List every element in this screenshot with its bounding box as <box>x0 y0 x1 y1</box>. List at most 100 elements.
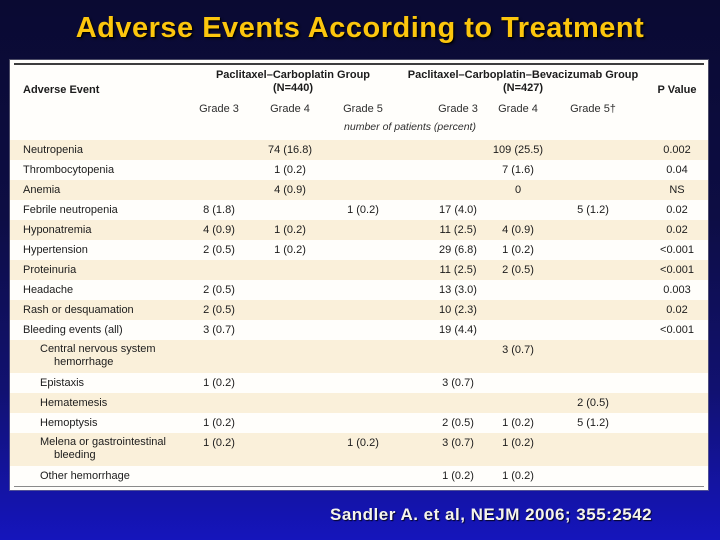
table-row: Hypertension 2 (0.5) 1 (0.2) 29 (6.8) 1 (0.2… <box>10 240 708 260</box>
p-value-cell: 0.002 <box>663 144 691 156</box>
table-row: Other hemorrhage 1 (0.2) 1 (0.2) <box>10 466 708 486</box>
row-label: Thrombocytopenia <box>23 164 115 176</box>
value-cell: 8 (1.8) <box>203 204 235 216</box>
group2-name: Paclitaxel–Carboplatin–Bevacizumab Group <box>407 69 639 81</box>
grade-header: Grade 5 <box>343 103 383 115</box>
value-cell: 4 (0.9) <box>274 184 306 196</box>
table-row: Anemia 4 (0.9) 0 NS <box>10 180 708 200</box>
table-row: Bleeding events (all) 3 (0.7) 19 (4.4) <0.0… <box>10 320 708 340</box>
table-row: Neutropenia 74 (16.8) 109 (25.5) 0.002 <box>10 140 708 160</box>
row-label: Anemia <box>23 184 61 196</box>
table-row: Central nervous system hemorrhage 3 (0.7) <box>10 340 708 373</box>
value-cell: 1 (0.2) <box>347 437 379 449</box>
p-value-cell: NS <box>669 184 685 196</box>
table-row: Thrombocytopenia 1 (0.2) 7 (1.6) 0.04 <box>10 160 708 180</box>
grade-header: Grade 4 <box>270 103 310 115</box>
value-cell: 5 (1.2) <box>577 204 609 216</box>
p-value-cell: 0.003 <box>663 284 691 296</box>
row-label: Other hemorrhage <box>40 470 130 482</box>
group1-n: (N=440) <box>272 82 314 94</box>
table-row: Proteinuria 11 (2.5) 2 (0.5) <0.001 <box>10 260 708 280</box>
value-cell: 17 (4.0) <box>439 204 477 216</box>
grade-header: Grade 3 <box>199 103 239 115</box>
group-header-paclitaxel-carboplatin: Paclitaxel–Carboplatin Group (N=440) <box>173 69 413 95</box>
value-cell: 2 (0.5) <box>203 304 235 316</box>
table-row: Hemoptysis 1 (0.2) 2 (0.5) 1 (0.2) 5 (1.2) <box>10 413 708 433</box>
value-cell: 11 (2.5) <box>439 264 477 276</box>
table-rows: Neutropenia 74 (16.8) 109 (25.5) 0.002 Throm… <box>10 140 708 486</box>
value-cell: 109 (25.5) <box>492 144 544 156</box>
value-cell: 19 (4.4) <box>439 324 477 336</box>
table-top-rule <box>14 63 704 65</box>
table-header: Adverse Event Paclitaxel–Carboplatin Gro… <box>10 60 708 140</box>
p-value-cell: <0.001 <box>660 324 694 336</box>
value-cell: 11 (2.5) <box>439 224 477 236</box>
row-label: Hematemesis <box>40 397 108 409</box>
p-value-cell: 0.04 <box>666 164 688 176</box>
value-cell: 1 (0.2) <box>347 204 379 216</box>
citation: Sandler A. et al, NEJM 2006; 355:2542 <box>330 505 653 524</box>
value-cell: 10 (2.3) <box>439 304 477 316</box>
table-row: Melena or gastrointestinal bleeding 1 (0.… <box>10 433 708 466</box>
group-header-paclitaxel-carboplatin-bevacizumab: Paclitaxel–Carboplatin–Bevacizumab Group… <box>373 69 673 95</box>
value-cell: 1 (0.2) <box>274 164 306 176</box>
row-label: Epistaxis <box>40 377 85 389</box>
row-label: Proteinuria <box>23 264 77 276</box>
value-cell: 3 (0.7) <box>502 344 534 356</box>
row-label: Bleeding events (all) <box>23 324 123 336</box>
grade-header: Grade 4 <box>498 103 538 115</box>
row-label: Hemoptysis <box>40 417 98 429</box>
table-row: Rash or desquamation 2 (0.5) 10 (2.3) 0.02 <box>10 300 708 320</box>
value-cell: 1 (0.2) <box>203 437 235 449</box>
adverse-event-column-header: Adverse Event <box>23 84 100 96</box>
value-cell: 2 (0.5) <box>502 264 534 276</box>
value-cell: 3 (0.7) <box>442 437 474 449</box>
table-row: Epistaxis 1 (0.2) 3 (0.7) <box>10 373 708 393</box>
value-cell: 4 (0.9) <box>502 224 534 236</box>
adverse-events-table: Adverse Event Paclitaxel–Carboplatin Gro… <box>10 60 708 490</box>
value-cell: 1 (0.2) <box>274 224 306 236</box>
row-label: Rash or desquamation <box>23 304 134 316</box>
value-cell: 4 (0.9) <box>203 224 235 236</box>
p-value-cell: 0.02 <box>666 224 688 236</box>
value-cell: 29 (6.8) <box>439 244 477 256</box>
row-label: Hypertension <box>23 244 88 256</box>
value-cell: 2 (0.5) <box>203 244 235 256</box>
p-value-cell: 0.02 <box>666 204 688 216</box>
row-label: Neutropenia <box>23 144 83 156</box>
table-row: Hyponatremia 4 (0.9) 1 (0.2) 11 (2.5) 4 (0.9… <box>10 220 708 240</box>
value-cell: 1 (0.2) <box>502 244 534 256</box>
p-value-cell: 0.02 <box>666 304 688 316</box>
value-cell: 1 (0.2) <box>502 437 534 449</box>
value-cell: 2 (0.5) <box>203 284 235 296</box>
value-cell: 3 (0.7) <box>203 324 235 336</box>
table-row: Hematemesis 2 (0.5) <box>10 393 708 413</box>
value-cell: 1 (0.2) <box>274 244 306 256</box>
value-cell: 0 <box>514 184 522 196</box>
grade-header: Grade 5† <box>570 103 616 115</box>
table-row: Headache 2 (0.5) 13 (3.0) 0.003 <box>10 280 708 300</box>
row-label: Headache <box>23 284 74 296</box>
row-label: Melena or gastrointestinal bleeding <box>40 436 166 461</box>
value-cell: 1 (0.2) <box>203 417 235 429</box>
value-cell: 1 (0.2) <box>502 417 534 429</box>
p-value-cell: <0.001 <box>660 264 694 276</box>
row-label: Hyponatremia <box>23 224 92 236</box>
value-cell: 1 (0.2) <box>203 377 235 389</box>
units-note: number of patients (percent) <box>344 121 476 133</box>
value-cell: 1 (0.2) <box>502 470 534 482</box>
value-cell: 2 (0.5) <box>577 397 609 409</box>
p-value-column-header: P Value <box>657 84 697 96</box>
group2-n: (N=427) <box>502 82 544 94</box>
p-value-cell: <0.001 <box>660 244 694 256</box>
value-cell: 1 (0.2) <box>442 470 474 482</box>
value-cell: 5 (1.2) <box>577 417 609 429</box>
table-bottom-rule <box>14 486 704 487</box>
value-cell: 2 (0.5) <box>442 417 474 429</box>
value-cell: 3 (0.7) <box>442 377 474 389</box>
slide-title: Adverse Events According to Treatment <box>75 12 645 44</box>
grade-header: Grade 3 <box>438 103 478 115</box>
value-cell: 74 (16.8) <box>267 144 313 156</box>
value-cell: 7 (1.6) <box>502 164 534 176</box>
